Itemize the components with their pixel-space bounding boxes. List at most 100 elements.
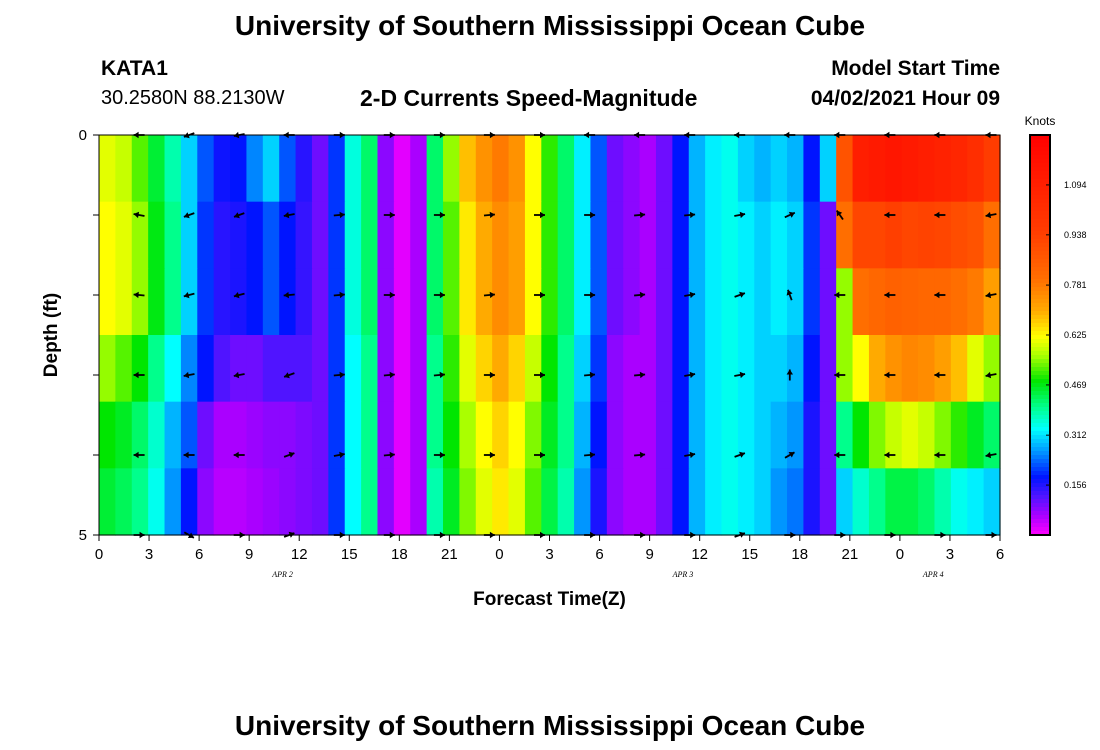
heatmap-cell — [852, 335, 870, 403]
heatmap-cell — [934, 135, 952, 203]
current-arrow — [734, 371, 746, 379]
current-arrow — [534, 211, 545, 219]
current-arrow — [835, 209, 844, 221]
heatmap-cell — [524, 335, 542, 403]
heatmap-cell — [705, 135, 723, 203]
heatmap-cell — [836, 268, 854, 336]
heatmap-cell — [426, 268, 444, 336]
current-arrow — [433, 371, 445, 379]
current-arrow — [283, 451, 295, 458]
current-arrow — [584, 371, 596, 379]
heatmap-cell — [524, 401, 542, 469]
heatmap-cell — [377, 201, 395, 269]
heatmap-cell — [410, 268, 428, 336]
heatmap-cell — [754, 135, 772, 203]
current-arrow — [784, 211, 796, 219]
heatmap-cell — [639, 335, 657, 403]
colorbar-band — [1030, 523, 1050, 528]
colorbar-band — [1030, 391, 1050, 396]
heatmap-cell — [623, 468, 641, 536]
current-arrow — [985, 451, 997, 459]
heatmap-cell — [410, 468, 428, 536]
heatmap-cell — [885, 201, 903, 269]
heatmap-cell — [475, 201, 493, 269]
heatmap-cell — [131, 201, 149, 269]
heatmap-cell — [787, 468, 805, 536]
colorbar-band — [1030, 155, 1050, 160]
heatmap-cell — [606, 135, 624, 203]
heatmap-cell — [197, 268, 215, 336]
heatmap-cell — [164, 268, 182, 336]
colorbar-band — [1030, 495, 1050, 500]
heatmap-cell — [148, 468, 166, 536]
x-tick-label: 9 — [645, 546, 653, 563]
current-arrow — [834, 371, 846, 379]
current-arrow — [584, 211, 596, 219]
heatmap-cell — [934, 335, 952, 403]
date-label: APR 4 — [922, 570, 944, 579]
heatmap-cell — [918, 468, 936, 536]
colorbar-band — [1030, 483, 1050, 488]
heatmap-cell — [344, 135, 362, 203]
heatmap-cell — [295, 201, 313, 269]
x-tick-label: 15 — [341, 546, 358, 563]
colorbar-band — [1030, 487, 1050, 492]
colorbar-band — [1030, 339, 1050, 344]
heatmap-cell — [852, 468, 870, 536]
colorbar-band — [1030, 439, 1050, 444]
heatmap-cell — [213, 401, 231, 469]
heatmap-cell — [803, 401, 821, 469]
heatmap-cell — [99, 335, 116, 403]
colorbar-band — [1030, 519, 1050, 524]
station-coordinates: 30.2580N 88.2130W — [101, 87, 285, 109]
heatmap-cell — [115, 135, 133, 203]
colorbar-band — [1030, 275, 1050, 280]
model-start-label: Model Start Time — [831, 57, 1000, 80]
heatmap-cell — [311, 335, 329, 403]
heatmap-cell — [787, 335, 805, 403]
heatmap-cell — [557, 335, 575, 403]
colorbar-band — [1030, 507, 1050, 512]
colorbar-band — [1030, 447, 1050, 452]
current-arrow — [884, 211, 896, 219]
heatmap-cell — [443, 468, 460, 536]
heatmap-cell — [868, 201, 886, 269]
heatmap-cell — [590, 268, 608, 336]
heatmap-cell — [901, 401, 919, 469]
heatmap-cell — [819, 135, 837, 203]
heatmap-cell — [885, 401, 903, 469]
heatmap-cell — [803, 135, 821, 203]
current-arrow — [985, 211, 997, 219]
heatmap-cell — [770, 335, 788, 403]
heatmap-cell — [328, 135, 346, 203]
heatmap-cell — [148, 135, 166, 203]
heatmap-cell — [819, 468, 837, 536]
colorbar-band — [1030, 231, 1050, 236]
colorbar-band — [1030, 463, 1050, 468]
heatmap-cell — [197, 401, 215, 469]
current-arrow — [433, 291, 445, 299]
heatmap-cell — [754, 335, 772, 403]
heatmap-cell — [901, 468, 919, 536]
colorbar-band — [1030, 531, 1050, 536]
heatmap-cell — [311, 401, 329, 469]
heatmap-cell — [213, 335, 231, 403]
colorbar-band — [1030, 363, 1050, 368]
heatmap-cell — [410, 201, 428, 269]
current-arrow — [133, 211, 145, 219]
heatmap-cell — [672, 335, 690, 403]
current-arrow — [634, 211, 646, 219]
heatmap-cell — [639, 401, 657, 469]
heatmap-cell — [787, 135, 805, 203]
heatmap-cell — [819, 201, 837, 269]
page-title: University of Southern Mississippi Ocean… — [234, 10, 866, 41]
currents-heatmap-chart: 0 3 6 9 12 15 18 21 0 3 6 9 12 15 18 21 0 3 6 APR 2 APR 3 APR… — [41, 114, 1087, 610]
heatmap-cell — [541, 268, 559, 336]
x-tick-label: 18 — [791, 546, 808, 563]
heatmap-cell — [950, 468, 968, 536]
heatmap-cell — [983, 335, 1001, 403]
colorbar-band — [1030, 171, 1050, 176]
heatmap-cell — [901, 335, 919, 403]
heatmap-cell — [754, 201, 772, 269]
x-tick-label: 6 — [595, 546, 603, 563]
